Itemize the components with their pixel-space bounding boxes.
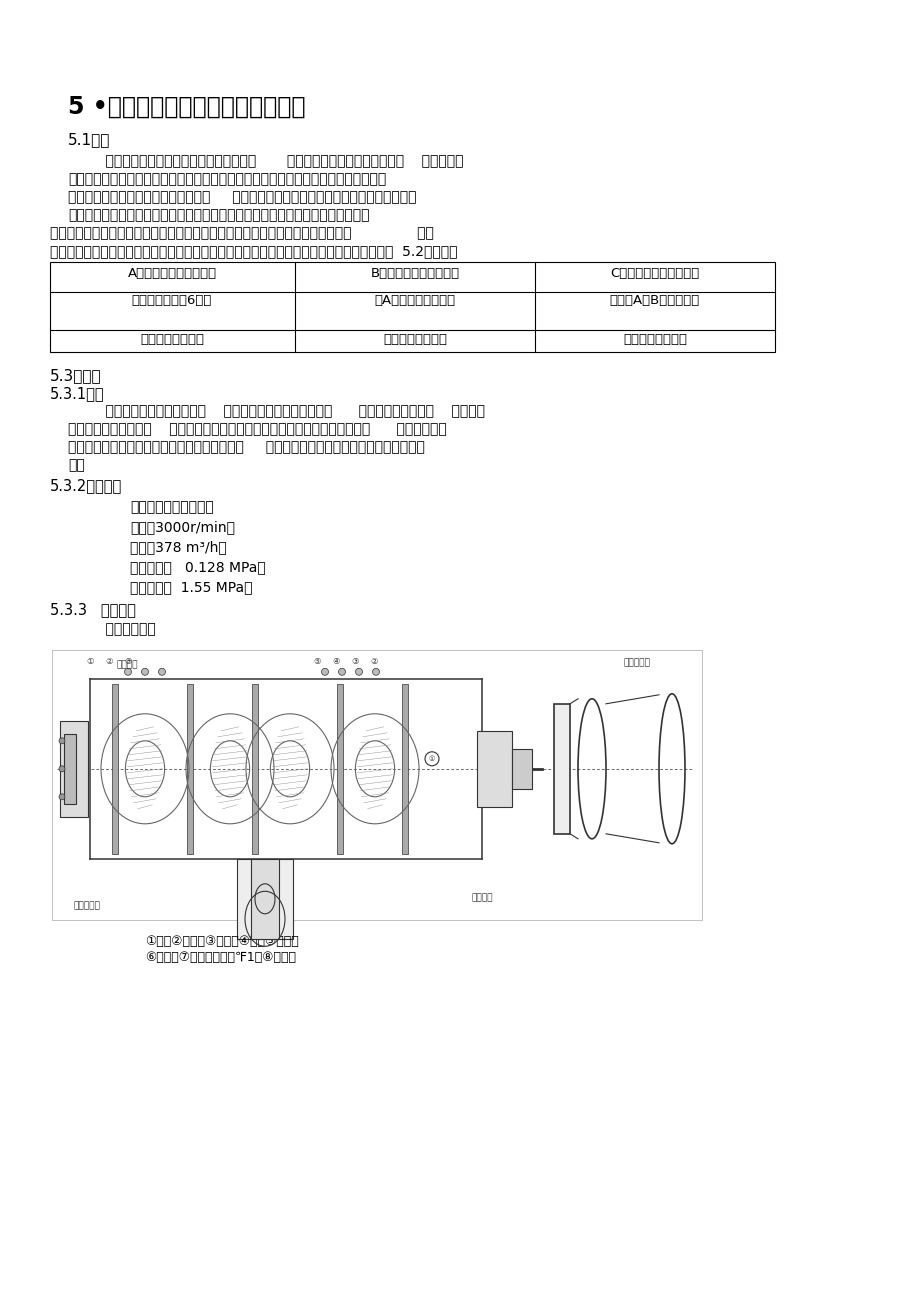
Text: ②: ② [369,658,378,667]
Text: ⑥密质环⑦左端盖小静密℉1框⑧管箔头: ⑥密质环⑦左端盖小静密℉1框⑧管箔头 [145,951,296,964]
Text: 型式：主轴驱动离心泵: 型式：主轴驱动离心泵 [130,500,213,513]
Text: 吸入压力：   0.128 MPa；: 吸入压力： 0.128 MPa； [130,560,266,575]
Bar [50,262,774,352]
Text: 依据设备状态而定: 依据设备状态而定 [382,334,447,347]
Text: 油驱动升压泵投入工作。润滑油系统主要用于向汽轮发电机组各轴承及盘车装置供润滑: 油驱动升压泵投入工作。润滑油系统主要用于向汽轮发电机组各轴承及盘车装置供润滑 [68,172,386,186]
Text: ①: ① [428,756,435,762]
Text: ③: ③ [351,658,358,667]
Text: ⑤: ⑤ [312,658,321,667]
Bar [553,704,570,834]
Text: ①转子②右端盗③密封环④泵壳⑤密耐达: ①转子②右端盗③密封环④泵壳⑤密耐达 [145,936,299,949]
Bar [336,684,343,853]
Text: 盘车装置: 盘车装置 [471,893,493,902]
Ellipse shape [59,766,65,771]
Bar [512,749,531,788]
Ellipse shape [355,668,362,675]
Text: 为单侧滑动轴承，油泵叶轮直接套装在主轴上，     油泵转子与泵壳之间轴向位置设计成自由滑: 为单侧滑动轴承，油泵叶轮直接套装在主轴上， 油泵转子与泵壳之间轴向位置设计成自由… [68,440,425,453]
Text: C级检修项目（供参考）: C级检修项目（供参考） [609,267,698,280]
Text: B级检修项目（供参考）: B级检修项目（供参考） [370,267,460,280]
Text: 该系统采用主油泵一升压泵的供油方式，       主油泵由汽轮机主轴直接驱动，    其出口压力: 该系统采用主油泵一升压泵的供油方式， 主油泵由汽轮机主轴直接驱动， 其出口压力 [88,154,463,168]
Text: ④: ④ [332,658,339,667]
Text: 出口压力：  1.55 MPa；: 出口压力： 1.55 MPa； [130,580,252,594]
Text: ①: ① [86,658,94,667]
Text: A级检修项目（供参考）: A级检修项目（供参考） [128,267,216,280]
Text: 提供充足的油源；向汽轮发电机组转子联轴器提供冷却油，并具有回油排烟功能。: 提供充足的油源；向汽轮发电机组转子联轴器提供冷却油，并具有回油排烟功能。 [68,208,369,222]
Text: 油系统提供动力油源，    为油溏轮提供动力油。主油泵为单级双吸卧式离心泵，      油泵支持轴承: 油系统提供动力油源， 为油溏轮提供动力油。主油泵为单级双吸卧式离心泵， 油泵支持… [68,422,447,437]
Ellipse shape [425,752,438,766]
Text: （为无A、B级检修年）: （为无A、B级检修年） [609,294,699,308]
Bar [402,684,407,853]
Text: 故油泵（直流润滑油泵）、冷油器、切换阀、排油烟风机、套装油管路、油位指示器等组成。  5.2检修周期: 故油泵（直流润滑油泵）、冷油器、切换阀、排油烟风机、套装油管路、油位指示器等组成… [50,244,457,258]
Ellipse shape [321,668,328,675]
Text: 进润滑油: 进润滑油 [116,661,138,668]
Text: 5.3.1概述: 5.3.1概述 [50,386,105,401]
Ellipse shape [338,668,346,675]
Bar [237,859,292,938]
Text: 转速：3000r/min；: 转速：3000r/min； [130,520,234,534]
Ellipse shape [59,794,65,800]
Text: 本系统主要由主油泵、油溏轮、集装油箱、启动油泵、辅助油泵（交流润滑油泵）               、事: 本系统主要由主油泵、油溏轮、集装油箱、启动油泵、辅助油泵（交流润滑油泵） 、事 [50,225,434,240]
Bar [476,731,512,807]
Text: 流量：378 m³/h；: 流量：378 m³/h； [130,539,226,554]
Text: （A级检修的间隔年）: （A级检修的间隔年） [374,294,455,308]
Text: 依据设备状态而定: 依据设备状态而定 [140,334,204,347]
Text: 依据设备状态而定: 依据设备状态而定 [622,334,686,347]
Ellipse shape [59,737,65,744]
Text: 5.3主油泵: 5.3主油泵 [50,367,101,383]
Bar [187,684,193,853]
Ellipse shape [372,668,380,675]
Bar [252,684,257,853]
Bar [251,859,278,938]
Bar [112,684,118,853]
Text: 结构如图：；: 结构如图：； [88,622,155,636]
Bar [60,721,88,817]
Text: 油；向调速、保安系统提供部分用油：     向发电机氢密封油系统提供密封油以及为顶轴装置: 油；向调速、保安系统提供部分用油： 向发电机氢密封油系统提供密封油以及为顶轴装置 [68,190,416,205]
Text: （检修间隔时间6年）: （检修间隔时间6年） [131,294,212,308]
Text: 汽轮机前轴: 汽轮机前轴 [623,658,650,667]
Text: ②: ② [105,658,113,667]
Text: 5.3.2技术规范: 5.3.2技术规范 [50,478,122,493]
Text: 左端进辊箱: 左端进辊箱 [74,900,100,909]
Ellipse shape [142,668,148,675]
Bar [52,650,701,920]
Text: 动。: 动。 [68,457,85,472]
Ellipse shape [158,668,165,675]
Text: 5 •汽轮机润滑油系统设备检修规程: 5 •汽轮机润滑油系统设备检修规程 [68,95,305,119]
Ellipse shape [124,668,131,675]
Text: 5.1概述: 5.1概述 [68,132,110,147]
Text: ③: ③ [124,658,131,667]
Text: 5.3.3   检修工艺: 5.3.3 检修工艺 [50,602,136,618]
Bar [64,734,76,804]
Text: 主油泵采用机组主轴驱动，    安装在汽轮机的前轴承笱内。      机组正常运行期间，    它向整个: 主油泵采用机组主轴驱动， 安装在汽轮机的前轴承笱内。 机组正常运行期间， 它向整… [88,404,484,418]
